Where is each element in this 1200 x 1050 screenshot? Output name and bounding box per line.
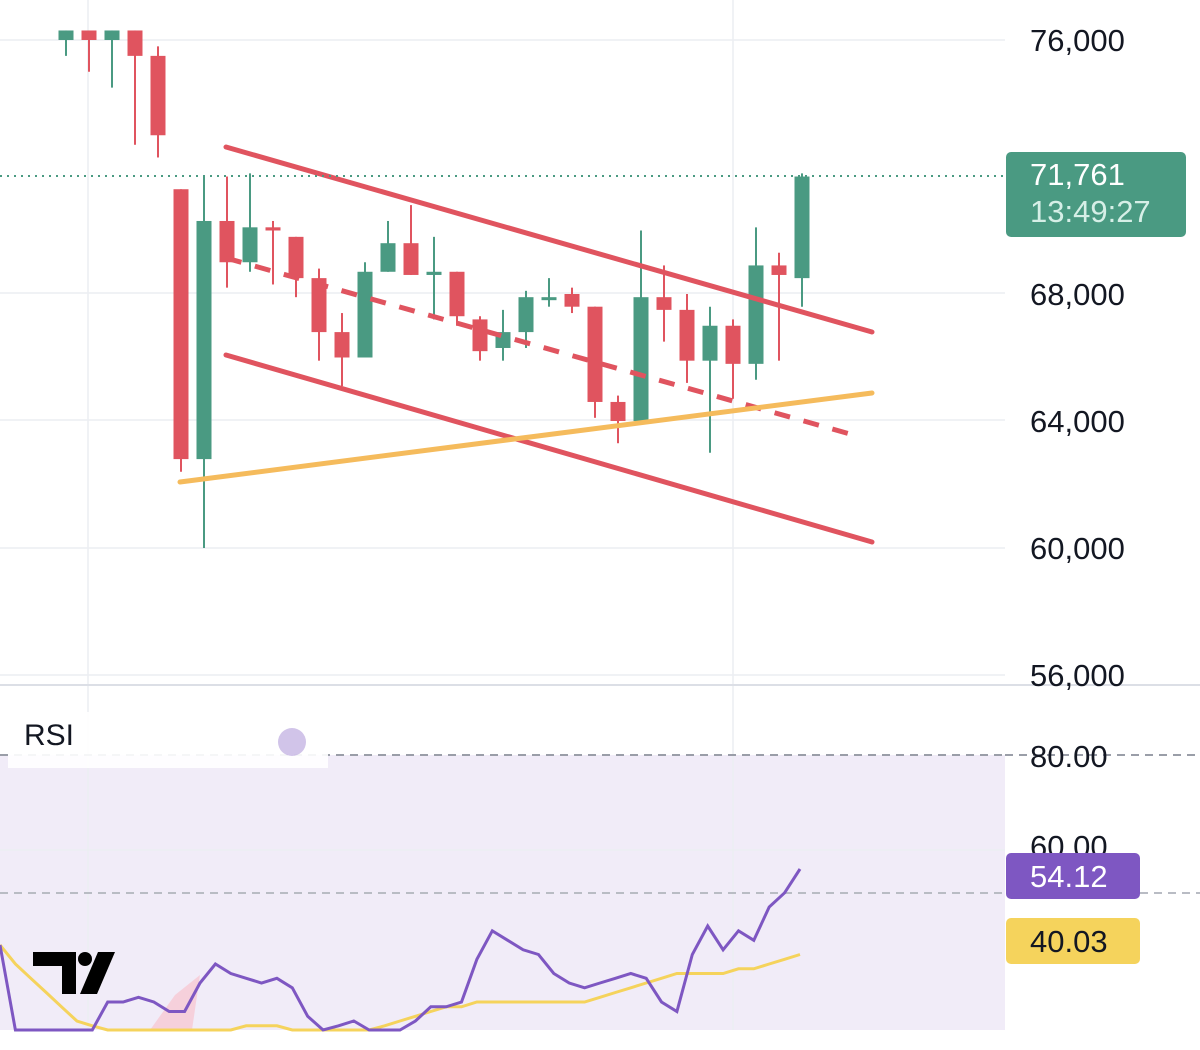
- candle-body-down: [679, 309, 695, 361]
- candle-body-up: [242, 227, 258, 263]
- candle: [426, 236, 442, 320]
- candle-body-down: [81, 30, 97, 40]
- rsi-title[interactable]: RSI: [24, 719, 74, 752]
- rsi-tick-80: 80.00: [1030, 739, 1108, 774]
- candle: [725, 319, 741, 399]
- candle-body-down: [288, 236, 304, 279]
- candle-body-up: [633, 297, 649, 421]
- rsi-legend-bg: [8, 712, 328, 768]
- price-tick-label: 68,000: [1030, 277, 1125, 312]
- support-trend-line[interactable]: [177, 390, 875, 485]
- price-tick-label: 60,000: [1030, 531, 1125, 566]
- candle-body-up: [518, 297, 534, 333]
- candle-body-up: [541, 297, 557, 301]
- candle-body-down: [656, 297, 672, 310]
- candle: [518, 290, 534, 348]
- channel-lower-line[interactable]: [223, 352, 875, 545]
- candle: [449, 271, 465, 326]
- candle: [541, 278, 557, 307]
- last-price-value: 71,761: [1030, 157, 1125, 192]
- candle-body-down: [725, 325, 741, 364]
- price-tick-label: 64,000: [1030, 404, 1125, 439]
- candles-group: [58, 30, 810, 548]
- candle: [380, 220, 396, 272]
- rsi-oversold-fill: [150, 975, 200, 1030]
- candle: [173, 189, 189, 472]
- candle: [472, 316, 488, 361]
- candle-body-up: [58, 30, 74, 40]
- grid-lines: [0, 0, 1005, 1030]
- candle: [357, 262, 373, 358]
- candle: [633, 230, 649, 421]
- channel-mid-dashed-line[interactable]: [225, 255, 851, 437]
- rsi-line: [0, 868, 802, 1032]
- candle: [81, 30, 97, 72]
- candle: [265, 220, 281, 285]
- candle-body-up: [380, 243, 396, 272]
- candle-body-down: [334, 332, 350, 358]
- candle-body-down: [265, 227, 281, 231]
- candle: [196, 176, 212, 548]
- candle: [403, 205, 419, 275]
- candle-body-up: [196, 220, 212, 460]
- candle-body-down: [449, 271, 465, 317]
- rsi-value-tag: 54.12: [1006, 853, 1140, 899]
- rsi-settings-icon[interactable]: [278, 728, 306, 756]
- candle-body-down: [564, 294, 580, 307]
- candle: [58, 30, 74, 56]
- candle-body-down: [771, 265, 787, 275]
- candle: [794, 173, 810, 307]
- candle: [564, 287, 580, 314]
- candle-body-down: [311, 278, 327, 333]
- candle-body-up: [104, 30, 120, 40]
- candle-body-down: [127, 30, 143, 56]
- candle-body-up: [357, 271, 373, 358]
- rsi-ma-value-tag: 40.03: [1006, 918, 1140, 964]
- candle: [656, 265, 672, 342]
- candle-body-up: [748, 265, 764, 364]
- price-tick-label: 76,000: [1030, 23, 1125, 58]
- candle-body-down: [403, 243, 419, 275]
- candle: [104, 30, 120, 88]
- channel-upper-line[interactable]: [223, 144, 875, 335]
- rsi-value: 54.12: [1030, 859, 1108, 894]
- price-axis: 76,000 68,000 64,000 60,000 56,000: [1030, 23, 1125, 693]
- price-tick-label: 56,000: [1030, 658, 1125, 693]
- candle-body-up: [426, 271, 442, 275]
- candle-body-down: [219, 220, 235, 263]
- rsi-moving-average-line: [0, 944, 801, 1032]
- candle: [219, 176, 235, 288]
- candle: [288, 236, 304, 298]
- candle-body-down: [610, 401, 626, 421]
- bar-countdown: 13:49:27: [1030, 194, 1151, 229]
- candle: [702, 306, 718, 453]
- candle: [127, 30, 143, 145]
- candle-body-down: [472, 319, 488, 352]
- candle: [679, 294, 695, 383]
- candle: [748, 227, 764, 380]
- candle-body-down: [587, 306, 603, 402]
- candle: [150, 46, 166, 158]
- candle: [242, 173, 258, 272]
- rsi-panel-background: [0, 755, 1005, 1030]
- last-price-tag: 71,761 13:49:27: [1006, 152, 1186, 237]
- candle-body-down: [150, 55, 166, 136]
- candle-body-down: [173, 189, 189, 460]
- candle: [334, 313, 350, 387]
- candle-body-up: [702, 325, 718, 361]
- tradingview-logo-icon: [33, 952, 115, 994]
- candle-body-up: [794, 176, 810, 279]
- candle: [610, 395, 626, 444]
- rsi-ma-value: 40.03: [1030, 924, 1108, 959]
- candle: [587, 306, 603, 418]
